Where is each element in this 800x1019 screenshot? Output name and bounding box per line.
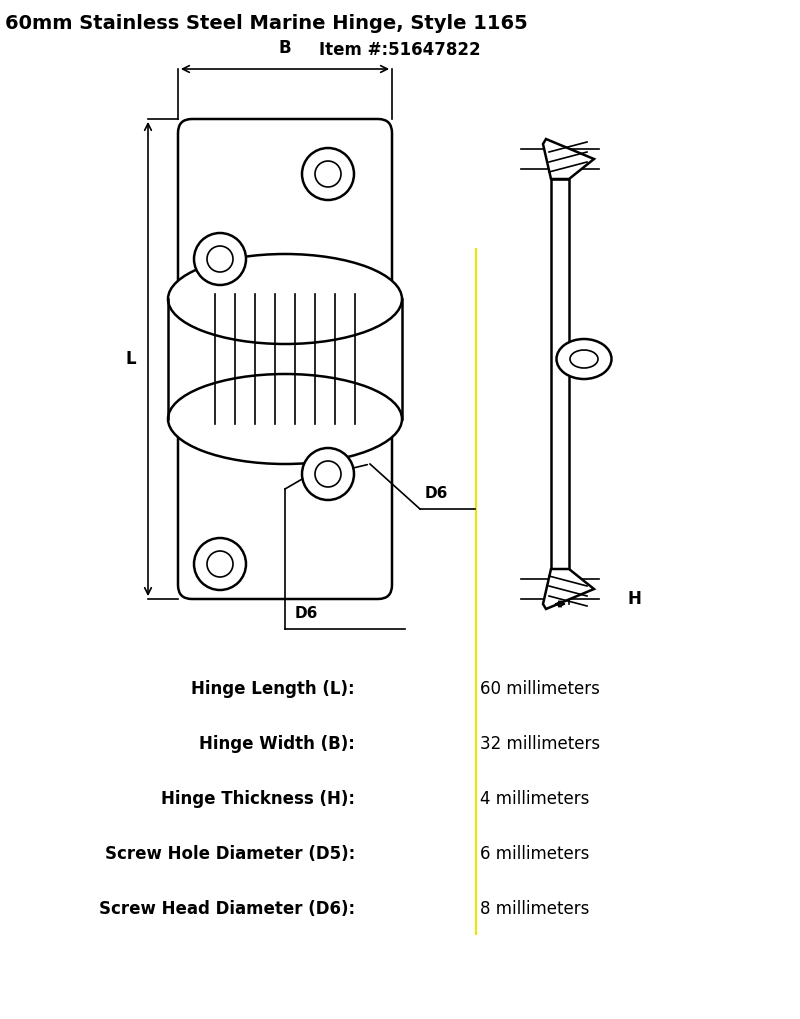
Text: Hinge Length (L):: Hinge Length (L):	[191, 680, 355, 698]
Ellipse shape	[168, 374, 402, 464]
Text: 8 millimeters: 8 millimeters	[480, 900, 590, 918]
Text: D6: D6	[295, 606, 318, 621]
Circle shape	[302, 448, 354, 500]
Ellipse shape	[168, 254, 402, 344]
Text: Hinge Width (B):: Hinge Width (B):	[199, 735, 355, 753]
Text: 60 millimeters: 60 millimeters	[480, 680, 600, 698]
Text: H: H	[627, 590, 641, 608]
Ellipse shape	[570, 350, 598, 368]
Circle shape	[207, 551, 233, 577]
Polygon shape	[543, 139, 594, 179]
Text: 4 millimeters: 4 millimeters	[480, 790, 590, 808]
Circle shape	[315, 161, 341, 187]
Circle shape	[207, 246, 233, 272]
Polygon shape	[543, 569, 594, 609]
Circle shape	[302, 148, 354, 200]
Text: 6 millimeters: 6 millimeters	[480, 845, 590, 863]
FancyBboxPatch shape	[178, 119, 392, 299]
Ellipse shape	[557, 339, 611, 379]
Text: Item #:51647822: Item #:51647822	[319, 41, 481, 59]
Circle shape	[315, 461, 341, 487]
Text: L: L	[126, 350, 136, 368]
Text: D6: D6	[425, 486, 448, 501]
Text: Hinge Thickness (H):: Hinge Thickness (H):	[161, 790, 355, 808]
FancyBboxPatch shape	[178, 419, 392, 599]
Bar	[551, 179, 569, 569]
Text: 60mm Stainless Steel Marine Hinge, Style 1165: 60mm Stainless Steel Marine Hinge, Style…	[5, 14, 528, 33]
Circle shape	[194, 233, 246, 285]
Text: 32 millimeters: 32 millimeters	[480, 735, 600, 753]
Text: B: B	[278, 39, 291, 57]
Text: Screw Head Diameter (D6):: Screw Head Diameter (D6):	[99, 900, 355, 918]
Circle shape	[194, 538, 246, 590]
Text: Screw Hole Diameter (D5):: Screw Hole Diameter (D5):	[105, 845, 355, 863]
